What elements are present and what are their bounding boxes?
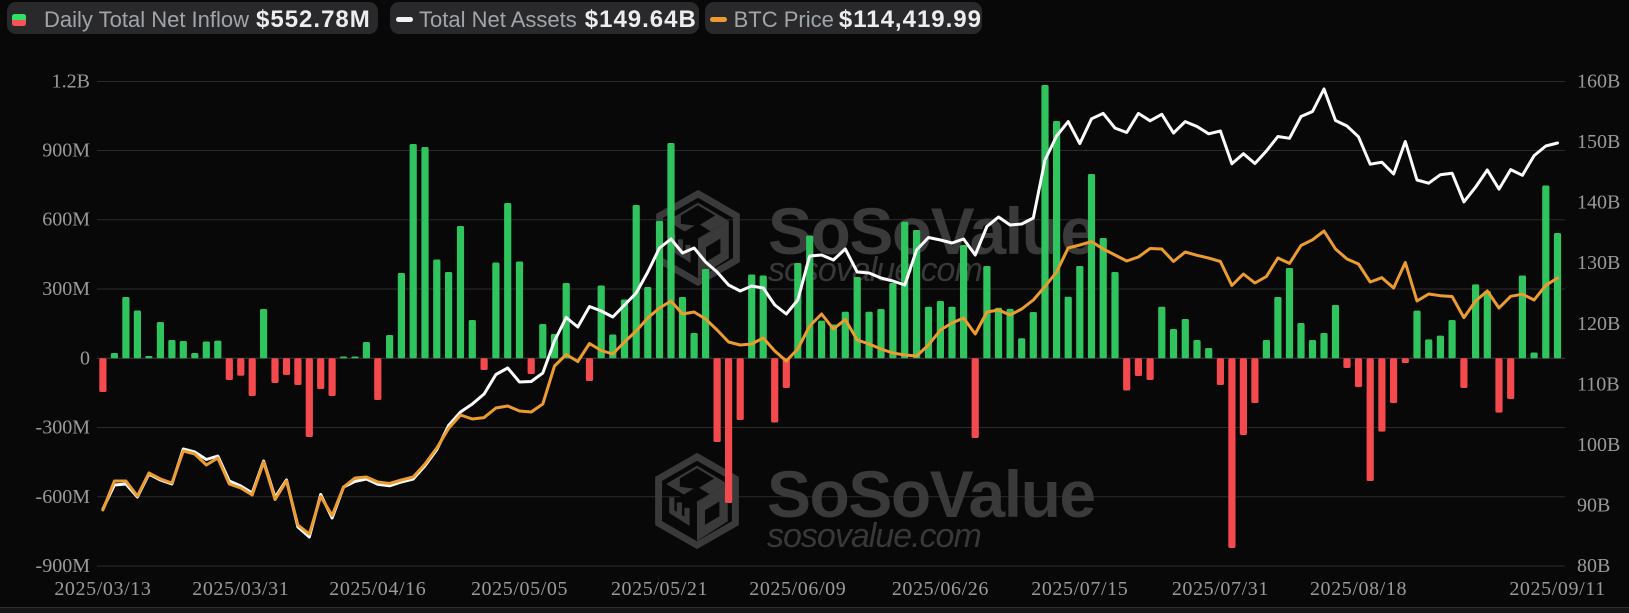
svg-text:80B: 80B bbox=[1577, 555, 1610, 577]
svg-text:2025/03/31: 2025/03/31 bbox=[192, 578, 289, 600]
svg-text:2025/06/09: 2025/06/09 bbox=[749, 578, 846, 600]
svg-text:SoSoValue: SoSoValue bbox=[767, 457, 1095, 531]
svg-text:100B: 100B bbox=[1577, 434, 1620, 456]
svg-text:110B: 110B bbox=[1577, 373, 1620, 395]
svg-text:2025/09/11: 2025/09/11 bbox=[1509, 578, 1605, 600]
svg-text:2025/05/21: 2025/05/21 bbox=[611, 578, 708, 600]
svg-text:2025/08/18: 2025/08/18 bbox=[1310, 578, 1407, 600]
svg-text:130B: 130B bbox=[1577, 252, 1620, 274]
svg-text:300M: 300M bbox=[42, 278, 90, 300]
svg-text:160B: 160B bbox=[1577, 71, 1620, 93]
svg-text:2025/06/26: 2025/06/26 bbox=[892, 578, 989, 600]
svg-text:120B: 120B bbox=[1577, 313, 1620, 335]
svg-text:900M: 900M bbox=[42, 140, 90, 162]
svg-text:-900M: -900M bbox=[36, 555, 91, 577]
svg-text:2025/04/16: 2025/04/16 bbox=[329, 578, 426, 600]
svg-text:2025/05/05: 2025/05/05 bbox=[471, 578, 568, 600]
svg-text:1.2B: 1.2B bbox=[52, 71, 90, 93]
svg-text:-600M: -600M bbox=[36, 486, 91, 508]
svg-text:sosovalue.com: sosovalue.com bbox=[767, 517, 981, 555]
svg-text:2025/07/31: 2025/07/31 bbox=[1172, 578, 1269, 600]
svg-text:150B: 150B bbox=[1577, 131, 1620, 153]
svg-text:-300M: -300M bbox=[36, 417, 91, 439]
svg-text:0: 0 bbox=[80, 347, 90, 369]
svg-text:140B: 140B bbox=[1577, 192, 1620, 214]
svg-text:90B: 90B bbox=[1577, 494, 1610, 516]
svg-text:600M: 600M bbox=[42, 209, 90, 231]
svg-text:2025/03/13: 2025/03/13 bbox=[54, 578, 151, 600]
svg-text:2025/07/15: 2025/07/15 bbox=[1031, 578, 1128, 600]
